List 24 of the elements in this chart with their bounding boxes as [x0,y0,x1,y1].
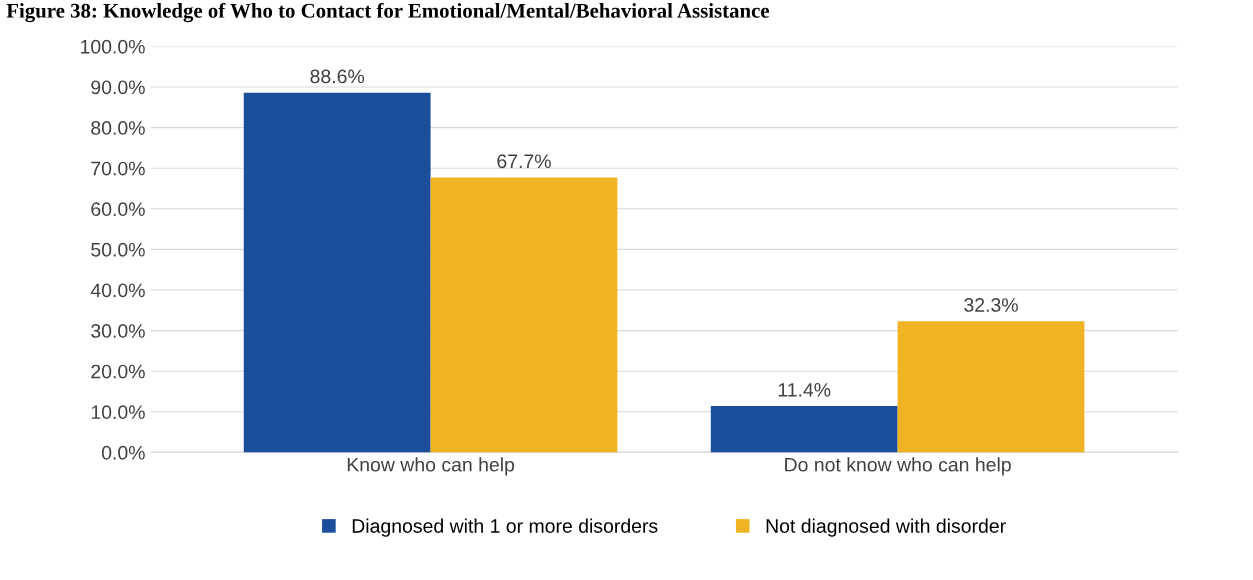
data-label: 88.6% [310,69,365,84]
y-tick-label: 70.0% [91,161,145,176]
y-tick-label: 10.0% [91,405,145,420]
chart-title: Figure 38: Knowledge of Who to Contact for Emotional/Mental/Behavioral Assistance [6,2,770,23]
y-tick-label: 50.0% [91,242,145,257]
bar [897,321,1085,453]
legend-label: Diagnosed with 1 or more disorders [352,518,658,537]
y-tick-label: 30.0% [91,324,145,338]
data-label: 11.4% [778,383,831,397]
y-tick-label: 80.0% [91,121,145,135]
bar [710,406,898,453]
y-tick-label: 20.0% [91,364,145,379]
y-tick-label: 40.0% [90,283,145,298]
bar [243,92,431,453]
bar [430,177,618,453]
data-label: 67.7% [497,154,551,169]
x-tick-label: Do not know who can help [785,457,1011,476]
y-tick-label: 0.0% [101,445,145,460]
y-tick-label: 100.0% [81,39,145,54]
legend-label: Not diagnosed with disorder [766,518,1006,537]
y-tick-label: 60.0% [91,202,145,217]
x-tick-label: Know who can help [347,457,515,476]
data-label: 32.3% [964,298,1018,312]
y-tick-label: 90.0% [91,80,145,95]
